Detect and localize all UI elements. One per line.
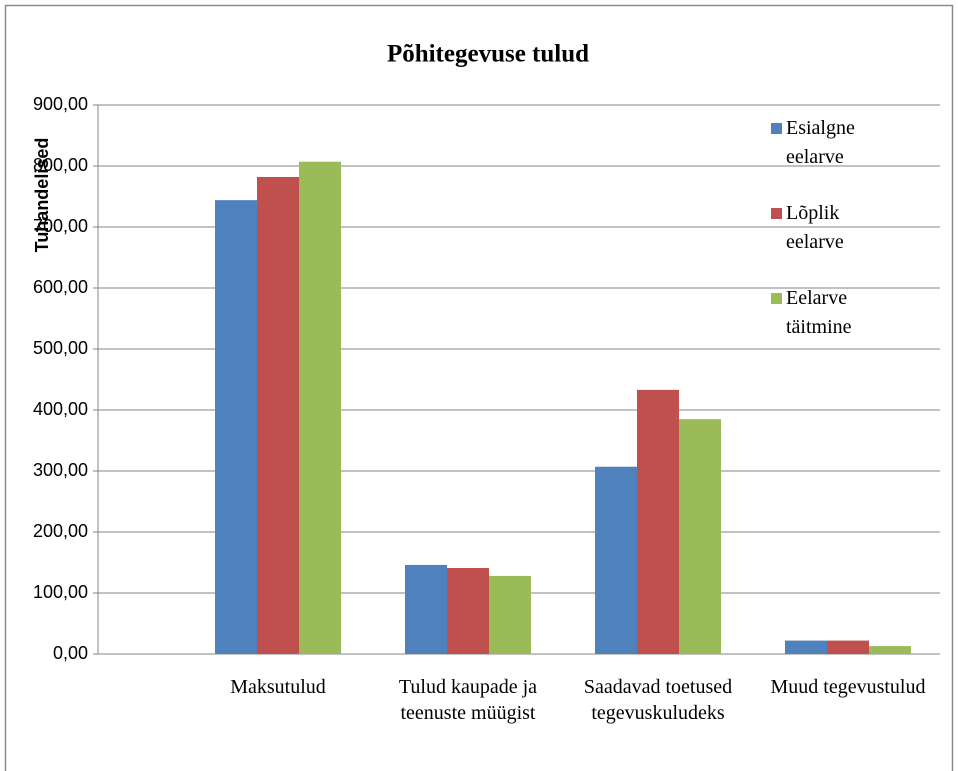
bar — [299, 161, 341, 655]
y-tick-label: 300,00 — [33, 460, 88, 480]
y-tick-label: 500,00 — [33, 338, 88, 358]
bar — [869, 646, 911, 654]
bar — [489, 575, 531, 654]
bar — [215, 200, 257, 654]
x-tick-label: Tulud kaupade ja teenuste müügist — [398, 676, 538, 724]
bar — [785, 640, 827, 654]
chart-frame — [4, 4, 954, 771]
y-tick-label: 0,00 — [53, 643, 88, 663]
y-tick-label: 200,00 — [33, 521, 88, 541]
bar — [405, 564, 447, 654]
bar — [257, 176, 299, 655]
y-tick-label: 100,00 — [33, 582, 88, 602]
legend-swatch — [771, 293, 782, 304]
x-tick-label: Muud tegevustulud — [770, 676, 926, 698]
chart-title: Põhitegevuse tulud — [387, 41, 589, 68]
y-tick-label: 700,00 — [33, 216, 88, 236]
bar — [447, 567, 489, 654]
legend-label: Lõplik eelarve — [786, 202, 844, 253]
y-tick-label: 600,00 — [33, 277, 88, 297]
bar — [679, 419, 721, 654]
y-tick-label: 400,00 — [33, 399, 88, 419]
y-axis-label: Tuhandelised — [32, 138, 52, 253]
legend-label: Eelarve täitmine — [786, 287, 852, 338]
x-tick-label: Maksutulud — [230, 676, 326, 698]
legend-swatch — [771, 208, 782, 219]
legend-swatch — [771, 123, 782, 134]
x-tick-label: Saadavad toetused tegevuskuludeks — [583, 676, 733, 724]
bar — [637, 389, 679, 654]
bar — [827, 640, 869, 654]
legend-label: Esialgne eelarve — [786, 117, 855, 168]
y-tick-label: 900,00 — [33, 94, 88, 114]
bar — [595, 466, 637, 654]
y-tick-label: 800,00 — [33, 155, 88, 175]
